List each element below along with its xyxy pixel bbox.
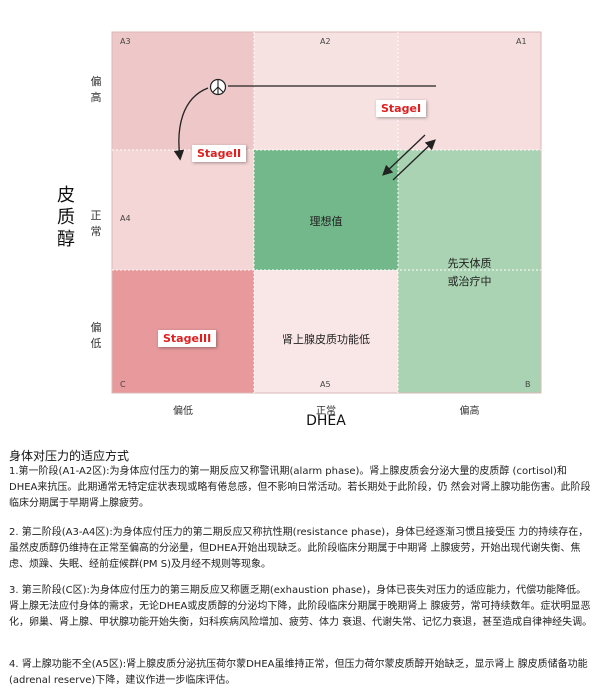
y-level-normal-text: 正常 (90, 209, 102, 238)
stage3-label: StageIII (158, 330, 217, 347)
zone-code-a5: A5 (320, 380, 331, 389)
arrow-down-left (382, 134, 426, 176)
stage1-label: StageI (376, 100, 427, 117)
paragraph-stage1: 1.第一阶段(A1-A2区):为身体应付压力的第一期反应又称警讯期(alarm … (9, 466, 591, 509)
flow-arrow-to-stage2 (173, 87, 209, 161)
x-level-high: 偏高 (459, 406, 480, 417)
zone-a4-cell (112, 150, 254, 270)
y-level-low: 偏低 (89, 320, 103, 352)
zone-code-a4: A4 (120, 214, 131, 223)
congenital-line-1: 先天体质 (447, 257, 492, 270)
zone-code-a1: A1 (516, 37, 527, 46)
zone-code-a2: A2 (320, 37, 331, 46)
y-axis-title: 皮质醇 (54, 185, 78, 251)
paragraph-stage2: 2. 第二阶段(A3-A4区):为身体应付压力的第二期反应又称抗性期(resis… (9, 527, 589, 570)
zone-a1-cell (398, 32, 541, 150)
section-heading: 身体对压力的适应方式 (9, 449, 130, 463)
paragraph-stage3: 3. 第三阶段(C区):为身体应付压力的第三期反应又称匮乏期(exhaustio… (9, 585, 593, 628)
congenital-line-2: 或治疗中 (447, 275, 492, 288)
ideal-zone-cell (254, 150, 398, 270)
y-level-high: 偏高 (89, 74, 103, 106)
congenital-zone-cell (398, 150, 541, 393)
peace-symbol-icon (209, 78, 227, 96)
stage2-label: StageII (192, 145, 247, 162)
y-level-low-text: 偏低 (90, 321, 102, 350)
zone-a3-cell (112, 32, 254, 150)
zone-code-a3: A3 (120, 37, 131, 46)
arrow-up-right (392, 139, 436, 181)
grid-lines (111, 31, 542, 394)
x-axis-title: DHEA (306, 413, 346, 429)
zone-code-c: C (120, 380, 126, 389)
y-axis-title-text: 皮质醇 (57, 185, 75, 250)
zone-code-b: B (525, 380, 531, 389)
y-level-normal: 正常 (89, 208, 103, 240)
x-level-low: 偏低 (173, 406, 193, 417)
zone-a2-cell (254, 32, 398, 150)
paragraph-a5: 4. 肾上腺功能不全(A5区):肾上腺皮质分泌抗压荷尔蒙DHEA虽维持正常，但压… (9, 659, 588, 686)
ideal-zone-label: 理想值 (309, 215, 343, 228)
congenital-zone-label: 先天体质 或治疗中 (398, 255, 541, 291)
x-level-normal: 正常 (316, 406, 336, 417)
zone-a5-cell (254, 270, 398, 393)
y-level-high-text: 偏高 (90, 75, 102, 104)
adrenal-low-label: 肾上腺皮质功能低 (282, 333, 370, 346)
